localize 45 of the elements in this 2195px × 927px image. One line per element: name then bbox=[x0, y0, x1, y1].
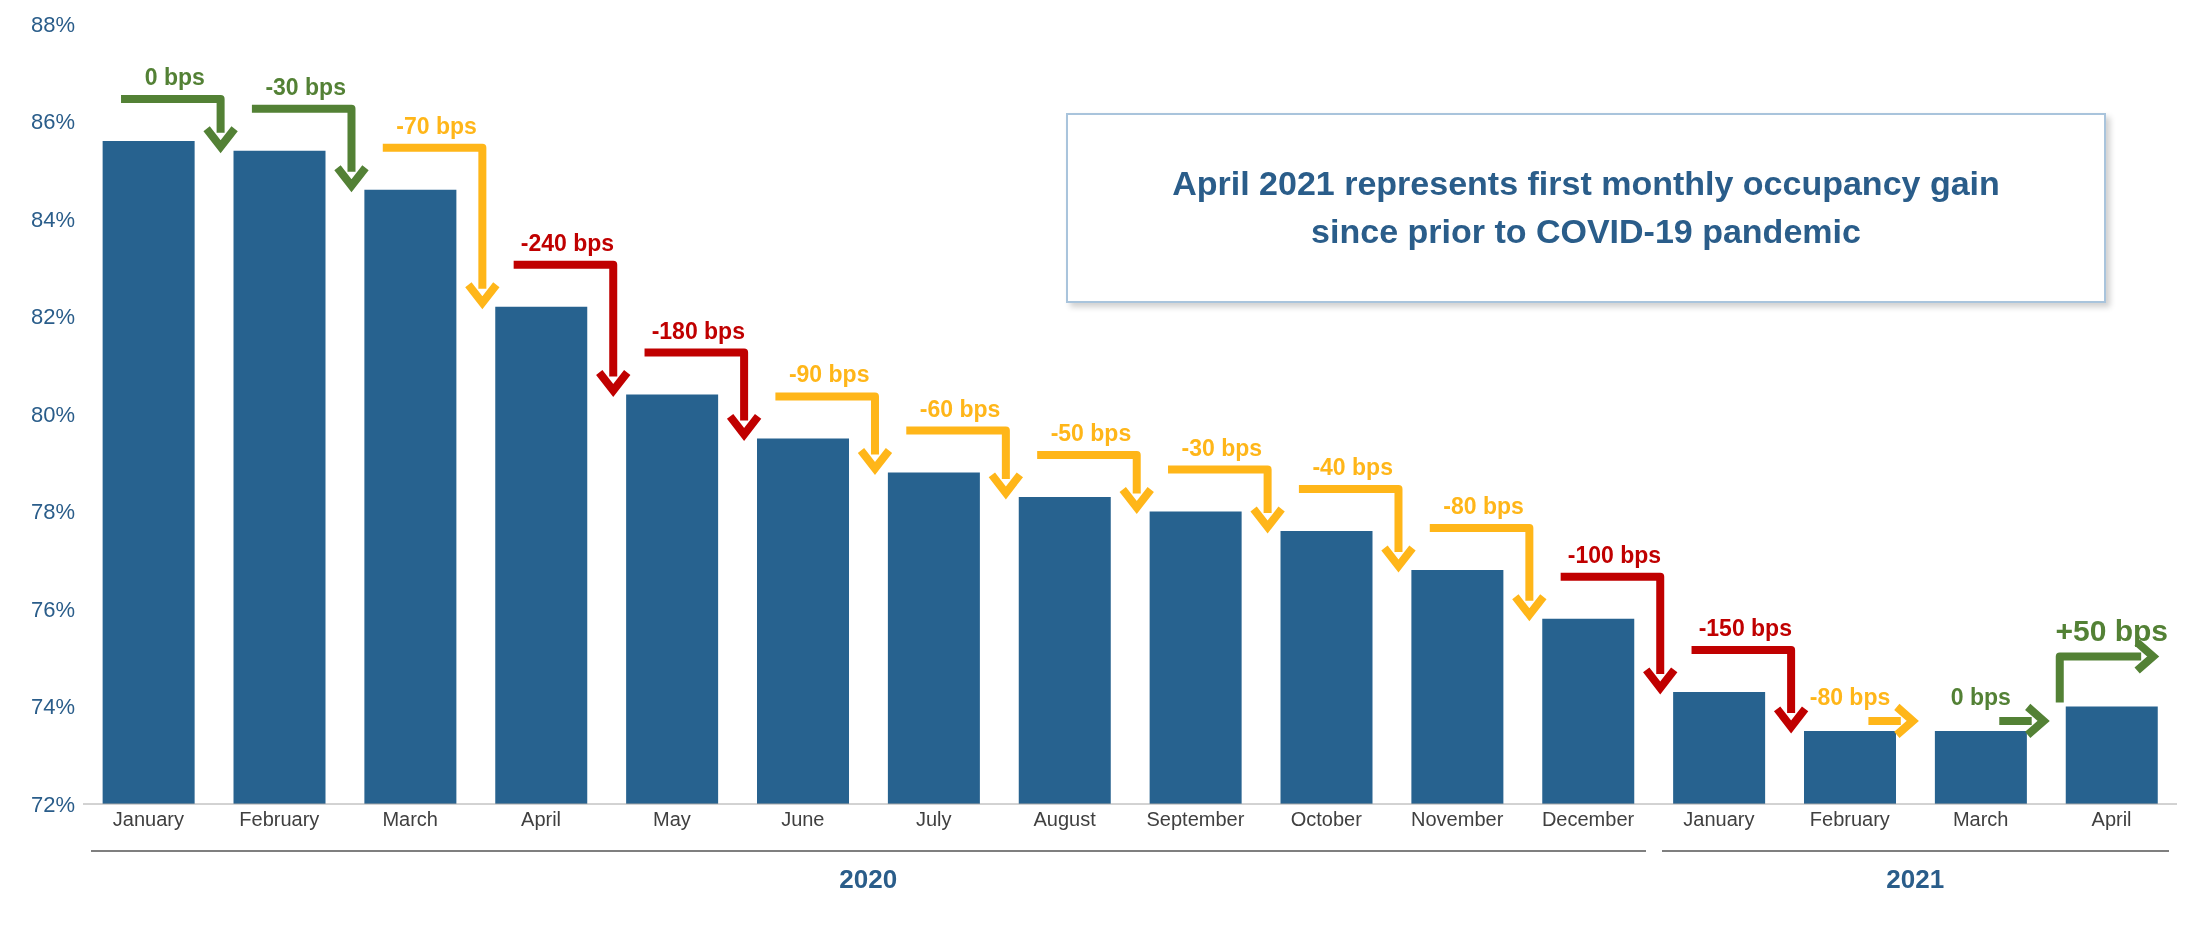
x-tick-label: May bbox=[653, 808, 691, 831]
annotation: -50 bps bbox=[1050, 419, 1132, 446]
text-box: April 2021 represents first monthly occupancy gain since prior to COVID-19 pandemic bbox=[1066, 113, 2106, 303]
annotation: 0 bps bbox=[144, 64, 205, 90]
text: 2021 bbox=[1885, 864, 1946, 895]
y-tick-label: 80% bbox=[30, 401, 75, 427]
x-tick-label: March bbox=[382, 808, 438, 831]
annotation: -240 bps bbox=[520, 229, 615, 256]
annotation: April 2021 represents first monthly occupancy gain since prior to COVID-19 pandemic bbox=[1171, 163, 2001, 252]
x-tick-label: November bbox=[1411, 808, 1504, 831]
annotation: -180 bps bbox=[651, 317, 745, 344]
y-tick-label: 72% bbox=[30, 791, 75, 817]
annotation: 0 bps bbox=[1950, 683, 2011, 710]
annotation: -60 bps bbox=[919, 395, 1001, 422]
x-tick-label: December bbox=[1541, 808, 1635, 831]
x-tick-label: October bbox=[1290, 808, 1363, 831]
annotation: -90 bps bbox=[788, 361, 870, 388]
annotation: -40 bps bbox=[1312, 454, 1393, 480]
y-tick-label: 82% bbox=[30, 304, 75, 330]
annotation: -80 bps bbox=[1443, 493, 1524, 519]
y-tick-label: 76% bbox=[30, 596, 75, 622]
y-tick-label: 74% bbox=[30, 694, 75, 720]
x-tick-label: February bbox=[1809, 808, 1890, 831]
x-tick-label: August bbox=[1033, 808, 1097, 831]
x-tick-label: February bbox=[239, 808, 320, 831]
x-tick-label: January bbox=[112, 808, 185, 831]
x-tick-label: April bbox=[521, 808, 562, 831]
annotation: -30 bps bbox=[1181, 434, 1263, 461]
y-tick-label: 88% bbox=[30, 11, 75, 37]
y-tick-label: 86% bbox=[30, 109, 75, 135]
x-tick-label: September bbox=[1146, 808, 1245, 831]
x-tick-label: January bbox=[1683, 808, 1755, 831]
x-tick-label: July bbox=[915, 808, 952, 831]
x-tick-label: March bbox=[1952, 808, 2009, 831]
x-tick-label: April bbox=[2091, 808, 2132, 831]
annotation: -150 bps bbox=[1698, 614, 1792, 641]
annotation: -30 bps bbox=[265, 73, 346, 100]
y-tick-label: 84% bbox=[30, 206, 75, 232]
y-tick-label: 78% bbox=[30, 499, 75, 525]
annotation: -80 bps bbox=[1809, 683, 1891, 710]
x-tick-label: June bbox=[781, 808, 825, 831]
annotation: +50 bps bbox=[2055, 613, 2169, 647]
annotation: -100 bps bbox=[1567, 541, 1662, 568]
text: 2020 bbox=[838, 864, 899, 895]
annotation: -70 bps bbox=[396, 112, 477, 139]
